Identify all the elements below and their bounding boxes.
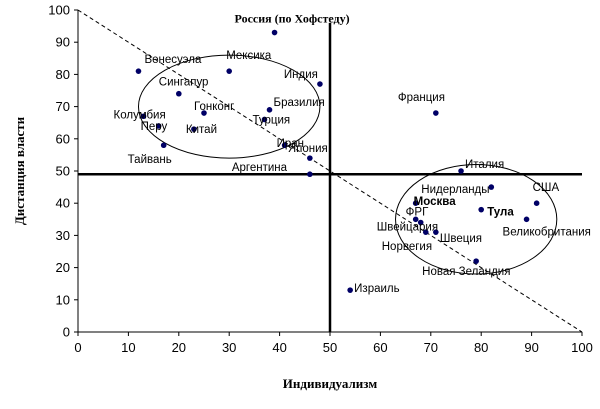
data-point [533,200,540,206]
point-label: Бразилия [274,97,325,109]
point-label: Россия (по Хофстеду) [235,12,350,26]
y-tick-label: 40 [56,196,70,211]
data-point [266,107,273,113]
x-tick-label: 70 [424,340,438,355]
point-label: США [533,182,560,194]
x-tick-label: 100 [571,340,593,355]
y-tick-label: 30 [56,228,70,243]
data-point [422,229,429,235]
x-tick-label: 60 [373,340,387,355]
point-label: Сингапур [159,77,209,89]
data-point [433,110,439,116]
point-label: Швейцария [377,222,438,234]
point-label: Перу [141,121,168,133]
cluster-ellipses [137,54,558,275]
point-label: Новая Зеландия [422,266,510,278]
data-point [261,116,268,123]
y-tick-label: 60 [56,131,70,146]
data-point [412,200,419,206]
y-tick-label: 10 [56,292,70,307]
data-point [523,216,530,223]
y-tick-label: 80 [56,67,70,82]
point-label: Нидерланды [421,184,489,196]
point-label: Иран [277,138,304,150]
data-point [417,219,424,226]
point-label: Венесуэла [144,54,202,66]
data-point [347,287,353,293]
quadrant-dividers [78,22,582,332]
data-point [160,142,167,149]
cluster-ellipse-2 [395,164,558,275]
x-tick-label: 10 [121,340,135,355]
point-label: Норвегия [382,241,432,253]
data-points [135,29,540,293]
x-axis-label: Индивидуализм [283,376,378,391]
y-tick-label: 50 [56,164,70,179]
point-label: ФРГ [406,206,429,218]
point-label: Турция [252,114,290,126]
point-label: Тула [487,207,514,219]
point-label: Тайвань [128,154,172,166]
x-tick-label: 90 [524,340,538,355]
x-tick-label: 0 [74,340,81,355]
y-tick-label: 90 [56,35,70,50]
data-point [488,184,495,190]
chart-axes: 0 10 20 30 40 50 60 70 80 90 100 0 10 20 30 40 50 60 70 80 9… [48,3,593,356]
point-label: Колумбия [114,109,166,121]
point-label: Израиль [354,283,399,295]
data-point [191,126,197,132]
y-tick-label: 0 [63,325,70,340]
data-point [271,29,278,36]
point-label: Италия [465,159,504,171]
point-label: Франция [398,92,445,104]
point-label: Мексика [226,50,272,62]
y-axis-label: Дистанция власти [12,116,27,225]
data-point [478,206,485,213]
cluster-ellipse-1 [137,54,321,159]
data-point [473,258,479,264]
data-point [176,90,182,97]
data-point [281,142,288,149]
diagonal-trend-line [77,9,583,333]
data-point [412,216,419,223]
x-tick-label: 80 [474,340,488,355]
point-labels: Россия (по Хофстеду) Венесуэла Мексика Инди… [114,12,591,296]
point-label: Япония [288,143,328,155]
point-label: Гонконг [194,101,234,113]
point-label: Китай [186,124,217,136]
x-tick-label: 40 [272,340,286,355]
data-point [307,171,313,178]
data-point [458,168,464,174]
data-point [317,81,323,87]
x-tick-label: 30 [222,340,236,355]
y-tick-label: 100 [48,3,70,18]
y-tick-label: 70 [56,99,70,114]
y-tick-label: 20 [56,260,70,275]
point-label: Швеция [440,233,482,245]
data-point [226,68,232,74]
point-label: Великобритания [503,226,591,238]
data-point [155,123,162,129]
point-label: Аргентина [232,162,288,174]
data-point [140,113,147,120]
point-label: Москва [414,196,457,208]
data-point [433,229,439,235]
trend-line [77,9,583,333]
point-label: Индия [284,69,318,81]
x-tick-label: 20 [172,340,186,355]
data-point [135,68,142,74]
x-tick-label: 50 [323,340,337,355]
data-point [307,155,313,161]
data-point [201,110,207,116]
